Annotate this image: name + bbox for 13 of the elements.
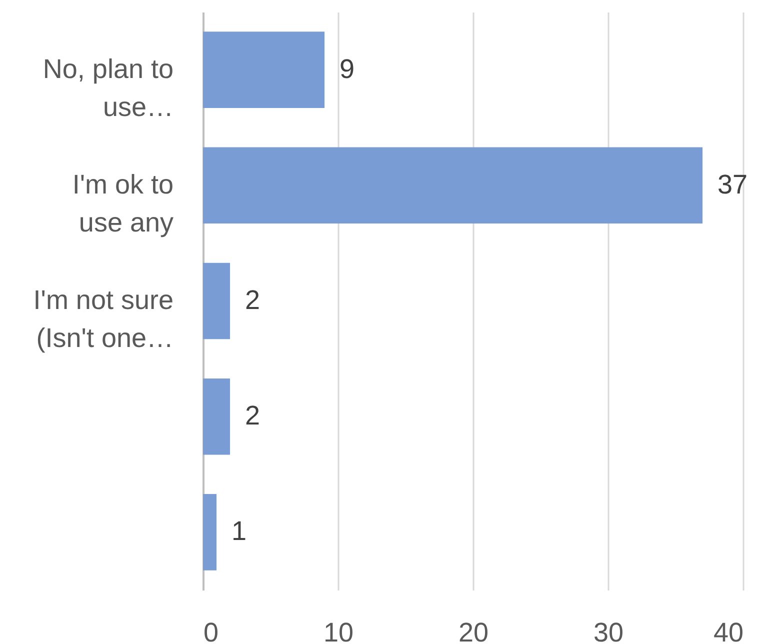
y-tick-label: No, plan to use… — [42, 54, 174, 122]
data-label: 37 — [718, 169, 748, 200]
x-tick-label: 0 — [204, 618, 219, 644]
x-tick-label: 40 — [713, 618, 744, 644]
y-tick-label: I'm not sure (Isn't one… — [33, 285, 174, 353]
data-label: 9 — [340, 54, 355, 84]
x-tick-label: 30 — [593, 618, 624, 644]
x-tick-label: 10 — [323, 618, 354, 644]
data-label: 2 — [245, 285, 260, 315]
x-tick-label: 20 — [458, 618, 489, 644]
y-tick-label: I'm ok to use any — [72, 169, 174, 238]
data-label: 2 — [245, 400, 260, 431]
data-label: 1 — [232, 516, 247, 546]
